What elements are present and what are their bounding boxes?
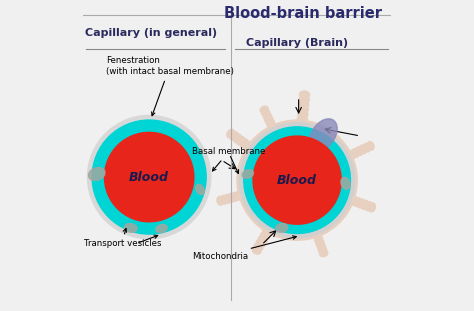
Ellipse shape (354, 197, 361, 207)
Circle shape (92, 120, 206, 234)
Ellipse shape (264, 116, 273, 123)
Ellipse shape (298, 105, 309, 113)
Ellipse shape (244, 141, 251, 150)
Circle shape (237, 120, 357, 240)
Ellipse shape (356, 147, 363, 156)
Ellipse shape (361, 200, 368, 209)
Ellipse shape (299, 101, 309, 108)
Text: Transport vesicles: Transport vesicles (84, 229, 162, 248)
Text: Blood: Blood (277, 174, 317, 187)
Ellipse shape (89, 168, 105, 180)
Ellipse shape (260, 106, 268, 113)
Ellipse shape (341, 177, 350, 189)
Ellipse shape (316, 240, 324, 247)
Ellipse shape (227, 129, 235, 138)
Ellipse shape (228, 193, 235, 202)
Ellipse shape (315, 237, 323, 243)
Ellipse shape (234, 134, 241, 143)
Ellipse shape (236, 191, 242, 200)
Ellipse shape (124, 224, 137, 232)
Circle shape (244, 127, 350, 234)
Ellipse shape (299, 96, 309, 104)
Ellipse shape (254, 243, 263, 251)
Ellipse shape (230, 132, 238, 140)
Ellipse shape (319, 247, 327, 253)
Circle shape (239, 123, 355, 238)
Ellipse shape (196, 184, 204, 194)
Ellipse shape (310, 119, 337, 151)
Ellipse shape (348, 150, 356, 159)
Ellipse shape (268, 123, 276, 129)
Text: Basal membrane: Basal membrane (192, 147, 266, 171)
Ellipse shape (357, 199, 365, 208)
Ellipse shape (237, 137, 245, 145)
Text: Blood: Blood (129, 170, 169, 183)
Ellipse shape (368, 203, 375, 212)
Ellipse shape (266, 119, 274, 126)
Text: Fenestration
(with intact basal membrane): Fenestration (with intact basal membrane… (106, 56, 234, 116)
Ellipse shape (317, 244, 325, 250)
Ellipse shape (352, 149, 359, 157)
Ellipse shape (263, 229, 271, 236)
Ellipse shape (256, 239, 265, 247)
Ellipse shape (258, 236, 267, 244)
Ellipse shape (220, 195, 228, 204)
Ellipse shape (297, 115, 308, 123)
Ellipse shape (350, 196, 357, 205)
Ellipse shape (298, 110, 308, 118)
Circle shape (253, 136, 341, 224)
Ellipse shape (260, 232, 269, 240)
Ellipse shape (240, 139, 248, 147)
Ellipse shape (365, 202, 372, 211)
Ellipse shape (275, 224, 288, 232)
Ellipse shape (224, 194, 231, 203)
Text: Blood-brain barrier: Blood-brain barrier (224, 6, 382, 21)
Ellipse shape (262, 109, 270, 116)
Ellipse shape (363, 143, 370, 152)
Ellipse shape (252, 247, 261, 254)
Ellipse shape (300, 91, 310, 99)
Ellipse shape (314, 233, 322, 240)
Text: Capillary (in general): Capillary (in general) (85, 28, 217, 38)
Ellipse shape (156, 225, 167, 233)
Circle shape (88, 115, 211, 239)
Circle shape (104, 132, 194, 222)
Ellipse shape (263, 113, 271, 119)
Ellipse shape (217, 196, 224, 205)
Ellipse shape (367, 142, 374, 150)
Ellipse shape (320, 250, 328, 257)
Text: Mitochondria: Mitochondria (192, 236, 296, 261)
Ellipse shape (232, 193, 238, 201)
Ellipse shape (242, 170, 254, 178)
Text: Capillary (Brain): Capillary (Brain) (246, 38, 348, 49)
Ellipse shape (360, 145, 367, 154)
